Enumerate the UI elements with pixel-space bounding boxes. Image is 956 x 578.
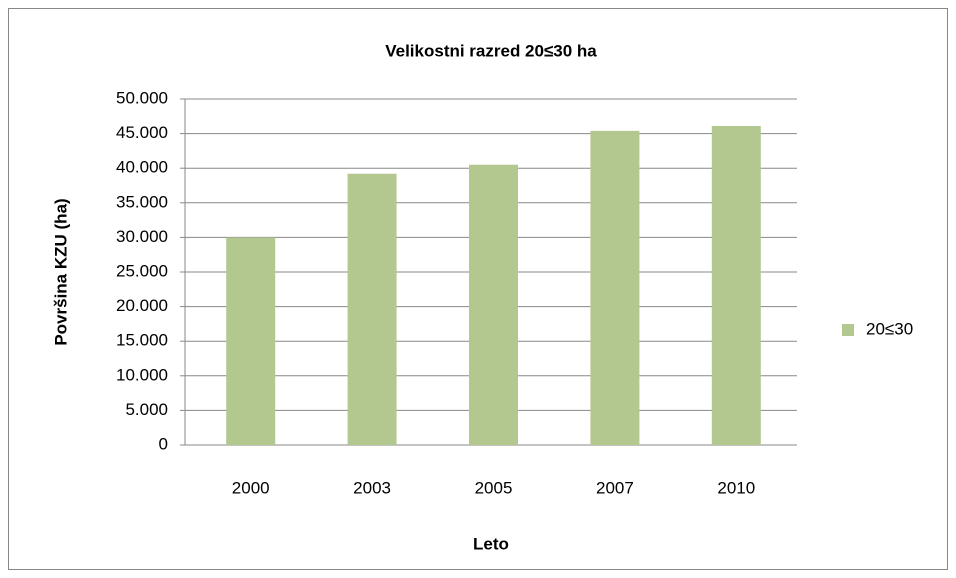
y-tick-label: 5.000 xyxy=(125,400,168,419)
y-tick-label: 30.000 xyxy=(116,227,168,246)
y-tick-label: 25.000 xyxy=(116,261,168,280)
x-tick-label: 2003 xyxy=(353,478,391,497)
legend-label: 20≤30 xyxy=(866,319,913,338)
x-tick-label: 2007 xyxy=(596,478,634,497)
y-tick-label: 45.000 xyxy=(116,123,168,142)
x-tick-label: 2005 xyxy=(475,478,513,497)
chart-title: Velikostni razred 20≤30 ha xyxy=(385,41,597,60)
y-tick-label: 0 xyxy=(159,434,168,453)
x-axis-label: Leto xyxy=(473,534,509,553)
y-tick-label: 15.000 xyxy=(116,331,168,350)
y-axis-label: Površina KZU (ha) xyxy=(51,198,70,345)
bar xyxy=(347,173,397,445)
bar xyxy=(469,164,518,446)
y-tick-label: 10.000 xyxy=(116,365,168,384)
y-tick-label: 20.000 xyxy=(116,296,168,315)
bar xyxy=(590,130,640,445)
x-tick-label: 2010 xyxy=(717,478,755,497)
x-tick-label: 2000 xyxy=(232,478,270,497)
bar xyxy=(226,237,276,445)
y-tick-label: 50.000 xyxy=(116,88,168,107)
y-tick-label: 35.000 xyxy=(116,192,168,211)
legend-swatch xyxy=(842,324,854,336)
bar xyxy=(711,125,761,445)
y-tick-label: 40.000 xyxy=(116,158,168,177)
